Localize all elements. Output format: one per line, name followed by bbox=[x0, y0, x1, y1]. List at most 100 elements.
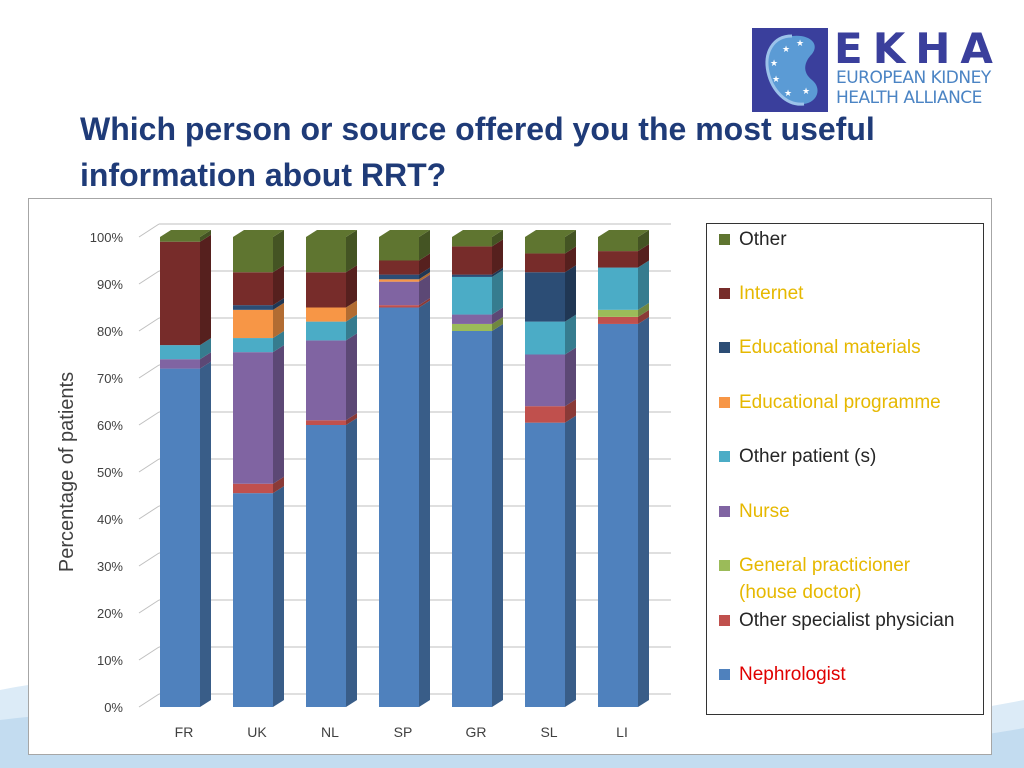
bar-segment bbox=[598, 251, 638, 268]
bar-segment-side bbox=[346, 413, 357, 425]
bar-segment bbox=[598, 309, 638, 317]
bar-segment bbox=[306, 420, 346, 425]
bar-segment bbox=[452, 274, 492, 277]
y-tick-label: 60% bbox=[97, 418, 123, 433]
bar-segment bbox=[598, 323, 638, 707]
bar-segment-side bbox=[419, 267, 430, 280]
bar-segment-side bbox=[346, 418, 357, 707]
x-tick-label: FR bbox=[175, 724, 194, 740]
bar-segment bbox=[379, 281, 419, 306]
bar-segment-side bbox=[638, 260, 649, 310]
legend-label: Other bbox=[739, 229, 787, 250]
bar-segment-side bbox=[492, 230, 503, 247]
y-tick-label: 40% bbox=[97, 512, 123, 527]
bar-segment-side bbox=[638, 302, 649, 317]
gridline-diagonal bbox=[138, 505, 160, 520]
svg-text:★: ★ bbox=[784, 88, 792, 98]
bar-segment bbox=[379, 237, 419, 261]
bar-segment bbox=[306, 237, 346, 273]
bar-segment bbox=[379, 260, 419, 275]
bar-segment-side bbox=[419, 300, 430, 707]
logo-line-1: EUROPEAN KIDNEY bbox=[836, 68, 991, 88]
bar-segment-side bbox=[273, 345, 284, 484]
bar-segment-side bbox=[492, 324, 503, 707]
legend-label: Educational materials bbox=[739, 337, 921, 358]
bar-segment-side bbox=[565, 265, 576, 322]
bar-segment-side bbox=[273, 486, 284, 707]
bar-segment-side bbox=[346, 333, 357, 421]
legend-swatch bbox=[719, 234, 730, 245]
bar-segment bbox=[525, 422, 565, 707]
bar-segment-side bbox=[273, 298, 284, 310]
bar-segment bbox=[452, 237, 492, 247]
bar-segment bbox=[306, 340, 346, 421]
x-tick-label: GR bbox=[466, 724, 487, 740]
bar-segment bbox=[233, 237, 273, 273]
x-tick-label: SP bbox=[394, 724, 413, 740]
bar-segment bbox=[160, 237, 200, 242]
bar-top bbox=[306, 230, 357, 237]
legend-swatch bbox=[719, 615, 730, 626]
bar-segment-side bbox=[565, 415, 576, 707]
gridline-diagonal bbox=[138, 599, 160, 614]
bar-segment-side bbox=[638, 309, 649, 324]
bar-segment-side bbox=[200, 361, 211, 707]
bar-segment bbox=[598, 237, 638, 252]
bar-segment-side bbox=[492, 267, 503, 277]
bar-segment bbox=[452, 276, 492, 315]
svg-text:★: ★ bbox=[782, 44, 790, 54]
bar-segment bbox=[525, 272, 565, 322]
x-tick-label: NL bbox=[321, 724, 339, 740]
bar-segment bbox=[379, 307, 419, 707]
bar-segment bbox=[306, 425, 346, 707]
bar-segment bbox=[452, 323, 492, 331]
y-tick-label: 90% bbox=[97, 277, 123, 292]
bar-segment bbox=[233, 272, 273, 306]
bar-segment-side bbox=[273, 265, 284, 306]
chart-legend: Other Internet Educational materials Educat… bbox=[706, 223, 984, 715]
bar-top bbox=[160, 230, 211, 237]
legend-label: Nephrologist bbox=[739, 664, 846, 685]
bar-segment bbox=[452, 314, 492, 324]
bar-segment-side bbox=[419, 253, 430, 275]
bar-segment-side bbox=[638, 316, 649, 707]
chart-frame: 0% 10% 20% 30% 40% 50% 60% 70% 80% 90% 100% Percent… bbox=[28, 198, 992, 755]
bar-segment bbox=[160, 241, 200, 346]
svg-text:★: ★ bbox=[802, 86, 810, 96]
bar-segment bbox=[233, 305, 273, 310]
y-tick-label: 50% bbox=[97, 465, 123, 480]
bar-segment-side bbox=[346, 230, 357, 273]
bar-segment bbox=[233, 483, 273, 494]
y-tick-label: 20% bbox=[97, 606, 123, 621]
bar-top bbox=[233, 230, 284, 237]
bar-segment-side bbox=[200, 230, 211, 242]
bar-segment bbox=[525, 354, 565, 407]
y-axis-title: Percentage of patients bbox=[56, 372, 78, 572]
stacked-bar-chart: 0% 10% 20% 30% 40% 50% 60% 70% 80% 90% 100% Percent… bbox=[56, 223, 671, 740]
page-title: Which person or source offered you the m… bbox=[80, 111, 875, 193]
bar-segment-side bbox=[200, 338, 211, 360]
bar-segment-side bbox=[492, 307, 503, 324]
gridline-diagonal bbox=[138, 458, 160, 473]
y-tick-label: 80% bbox=[97, 324, 123, 339]
bar-segment-side bbox=[565, 246, 576, 273]
bar-segment bbox=[379, 274, 419, 280]
bar-segment bbox=[525, 237, 565, 254]
bar-segment-side bbox=[565, 314, 576, 355]
bar-segment bbox=[379, 305, 419, 308]
legend-swatch bbox=[719, 560, 730, 571]
bar-top bbox=[598, 230, 649, 237]
y-tick-label: 10% bbox=[97, 653, 123, 668]
svg-text:★: ★ bbox=[772, 74, 780, 84]
bar-segment-side bbox=[200, 234, 211, 346]
bar-top bbox=[379, 230, 430, 237]
bar-segment bbox=[379, 279, 419, 282]
bar-segment-side bbox=[419, 274, 430, 306]
bar-segment-side bbox=[273, 230, 284, 273]
gridline-diagonal bbox=[138, 411, 160, 426]
bar-segment-side bbox=[492, 269, 503, 315]
svg-text:★: ★ bbox=[796, 38, 804, 48]
gridline-diagonal bbox=[138, 364, 160, 379]
legend-swatch bbox=[719, 451, 730, 462]
ekha-logo: ★ ★ ★ ★ ★ ★ EKHA EUROPEAN KIDNEY HEALTH … bbox=[752, 24, 1008, 112]
